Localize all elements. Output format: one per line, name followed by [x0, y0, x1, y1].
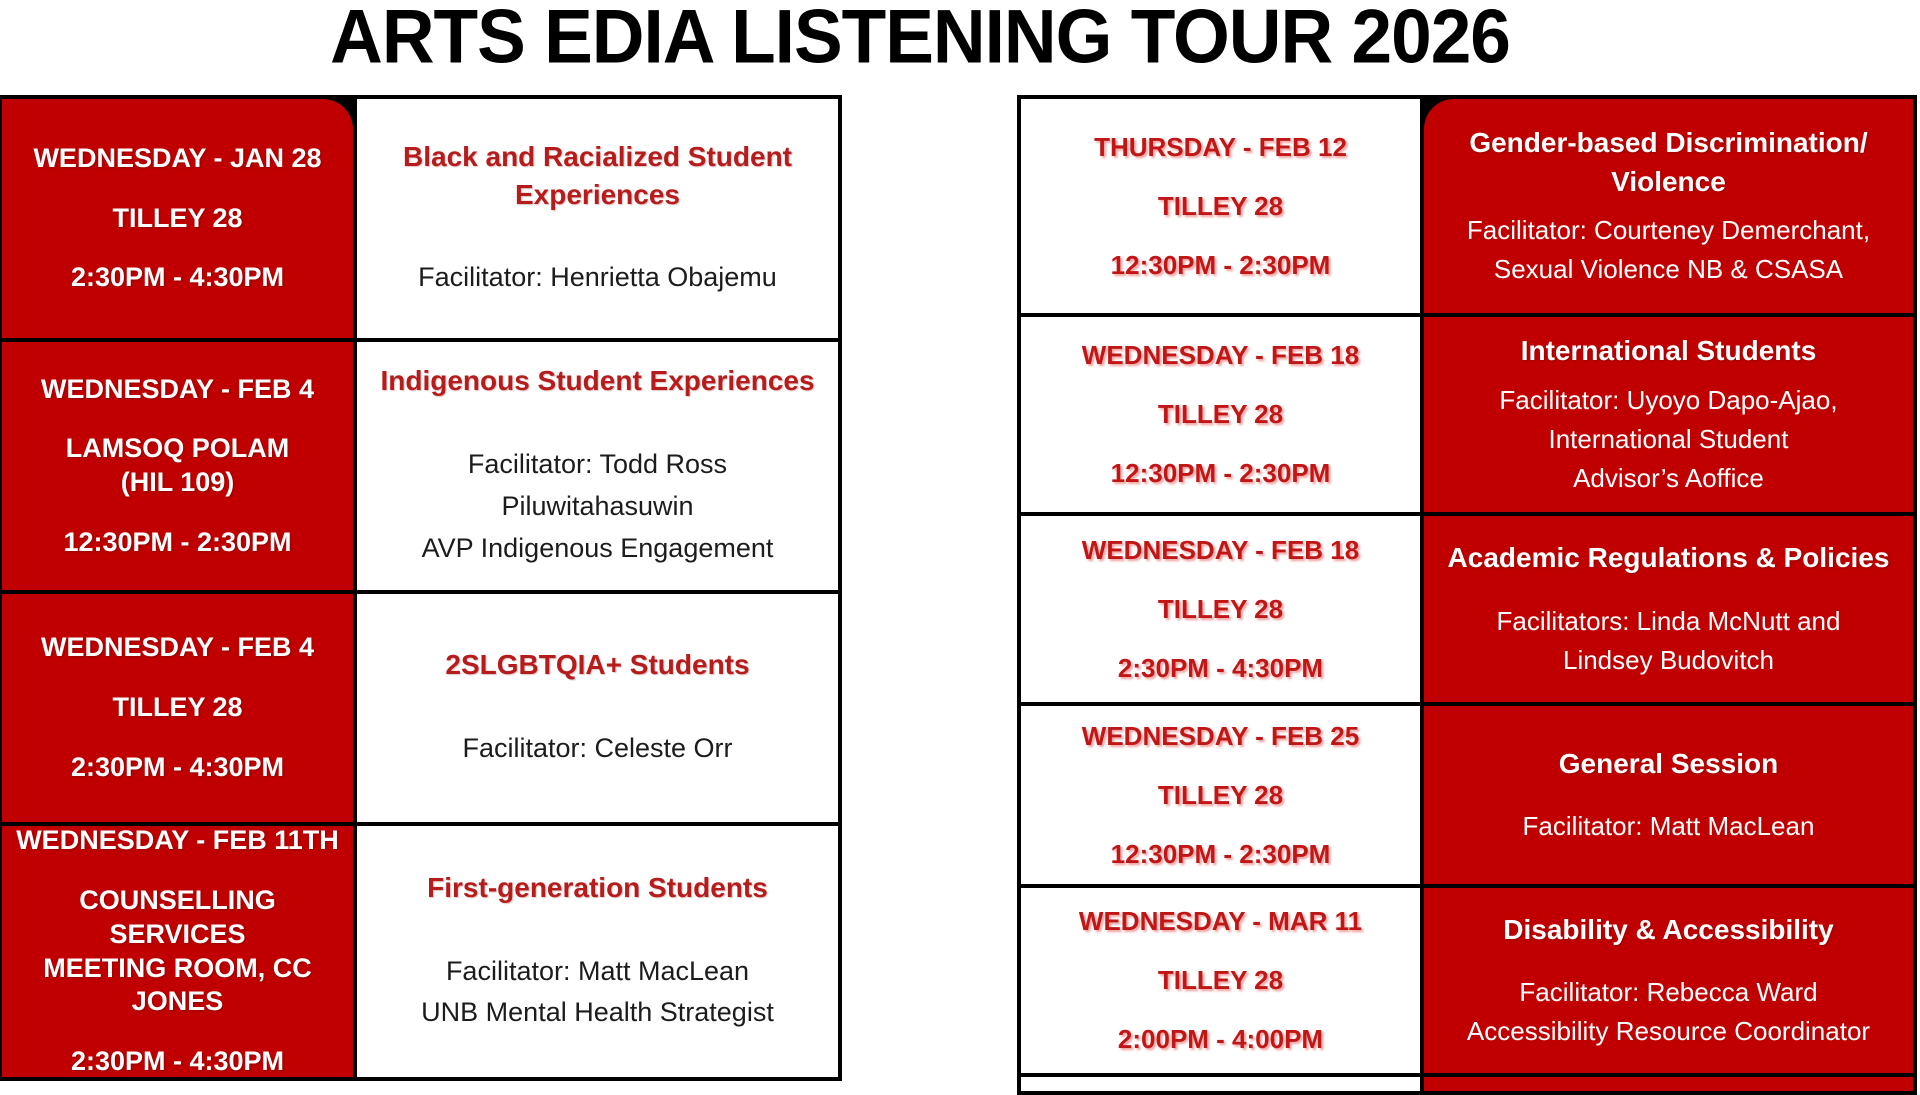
session-topic-cell: General Session Facilitator: Matt MacLea… — [1424, 706, 1913, 884]
session-datetime-cell: WEDNESDAY - FEB 4 TILLEY 28 2:30PM - 4:3… — [2, 594, 353, 822]
session-title: First-generation Students — [427, 871, 768, 903]
session-facilitator: Facilitator: Celeste Orr — [462, 732, 733, 763]
session-facilitator: Facilitators: Linda McNutt and Lindsey B… — [1496, 605, 1841, 675]
session-day: WEDNESDAY - FEB 18 — [1081, 340, 1360, 370]
schedule-table-left: WEDNESDAY - JAN 28 TILLEY 28 2:30PM - 4:… — [0, 95, 842, 1081]
session-location: TILLEY 28 — [1157, 965, 1284, 995]
session-day: WEDNESDAY - MAR 11 — [1078, 906, 1363, 936]
session-datetime-cell: WEDNESDAY - FEB 18 TILLEY 28 2:30PM - 4:… — [1021, 516, 1420, 702]
session-day: WEDNESDAY - JAN 28 — [33, 142, 322, 173]
partial-row-topic-cell — [1424, 1077, 1913, 1091]
session-location: LAMSOQ POLAM (HIL 109) — [65, 433, 290, 497]
session-location: TILLEY 28 — [1157, 190, 1284, 221]
session-topic-cell: Black and Racialized Student Experiences… — [357, 99, 838, 338]
session-location: TILLEY 28 — [112, 692, 243, 723]
session-datetime-cell: THURSDAY - FEB 12 TILLEY 28 12:30PM - 2:… — [1021, 99, 1420, 313]
session-datetime-cell: WEDNESDAY - FEB 11TH COUNSELLING SERVICE… — [2, 826, 353, 1077]
session-topic-cell: Indigenous Student Experiences Facilitat… — [357, 342, 838, 590]
session-time: 12:30PM - 2:30PM — [1110, 458, 1331, 488]
session-topic-cell: Disability & Accessibility Facilitator: … — [1424, 888, 1913, 1073]
session-day: THURSDAY - FEB 12 — [1094, 131, 1347, 162]
session-facilitator: Facilitator: Matt MacLean UNB Mental Hea… — [421, 955, 774, 1028]
session-time: 12:30PM - 2:30PM — [1110, 249, 1331, 280]
session-day: WEDNESDAY - FEB 18 — [1081, 534, 1360, 565]
session-facilitator: Facilitator: Uyoyo Dapo-Ajao, Internatio… — [1499, 384, 1838, 493]
session-title: Academic Regulations & Policies — [1447, 542, 1890, 574]
session-topic-cell: First-generation Students Facilitator: M… — [357, 826, 838, 1077]
session-title: 2SLGBTQIA+ Students — [445, 649, 750, 681]
session-datetime-cell: WEDNESDAY - JAN 28 TILLEY 28 2:30PM - 4:… — [2, 99, 353, 338]
session-datetime-cell: WEDNESDAY - FEB 18 TILLEY 28 12:30PM - 2… — [1021, 317, 1420, 512]
session-location: TILLEY 28 — [1157, 779, 1284, 810]
session-day: WEDNESDAY - FEB 11TH — [16, 826, 339, 856]
session-facilitator: Facilitator: Henrietta Obajemu — [418, 262, 777, 293]
session-datetime-cell: WEDNESDAY - FEB 4 LAMSOQ POLAM (HIL 109)… — [2, 342, 353, 590]
session-time: 2:30PM - 4:30PM — [70, 751, 285, 782]
session-facilitator: Facilitator: Rebecca Ward Accessibility … — [1466, 977, 1871, 1047]
session-title: Disability & Accessibility — [1503, 913, 1834, 945]
session-topic-cell: International Students Facilitator: Uyoy… — [1424, 317, 1913, 512]
session-topic-cell: 2SLGBTQIA+ Students Facilitator: Celeste… — [357, 594, 838, 822]
session-time: 2:30PM - 4:30PM — [70, 262, 285, 293]
session-time: 2:30PM - 4:30PM — [70, 1046, 285, 1076]
session-time: 12:30PM - 2:30PM — [1110, 838, 1331, 869]
session-day: WEDNESDAY - FEB 25 — [1081, 720, 1360, 751]
session-facilitator: Facilitator: Matt MacLean — [1522, 811, 1815, 842]
session-location: TILLEY 28 — [112, 202, 243, 233]
session-day: WEDNESDAY - FEB 4 — [40, 632, 315, 663]
session-location: TILLEY 28 — [1157, 399, 1284, 429]
session-title: Indigenous Student Experiences — [380, 365, 815, 397]
session-title: International Students — [1520, 335, 1817, 367]
session-title: Gender-based Discrimination/ Violence — [1469, 126, 1868, 197]
session-time: 2:00PM - 4:00PM — [1117, 1024, 1324, 1054]
partial-row-date-cell — [1021, 1077, 1420, 1091]
session-location: TILLEY 28 — [1157, 593, 1284, 624]
session-time: 12:30PM - 2:30PM — [63, 526, 292, 557]
session-facilitator: Facilitator: Todd Ross Piluwitahasuwin A… — [421, 449, 774, 563]
session-datetime-cell: WEDNESDAY - MAR 11 TILLEY 28 2:00PM - 4:… — [1021, 888, 1420, 1073]
schedule-table-right: THURSDAY - FEB 12 TILLEY 28 12:30PM - 2:… — [1017, 95, 1917, 1095]
session-location: COUNSELLING SERVICES MEETING ROOM, CC JO… — [43, 885, 312, 1017]
session-title: General Session — [1558, 747, 1779, 779]
session-title: Black and Racialized Student Experiences — [403, 140, 792, 210]
session-topic-cell: Gender-based Discrimination/ Violence Fa… — [1424, 99, 1913, 313]
poster-title: ARTS EDIA LISTENING TOUR 2026 — [330, 0, 1511, 80]
session-datetime-cell: WEDNESDAY - FEB 25 TILLEY 28 12:30PM - 2… — [1021, 706, 1420, 884]
session-facilitator: Facilitator: Courteney Demerchant, Sexua… — [1466, 215, 1871, 285]
session-day: WEDNESDAY - FEB 4 — [40, 373, 315, 404]
session-topic-cell: Academic Regulations & Policies Facilita… — [1424, 516, 1913, 702]
session-time: 2:30PM - 4:30PM — [1117, 652, 1324, 683]
